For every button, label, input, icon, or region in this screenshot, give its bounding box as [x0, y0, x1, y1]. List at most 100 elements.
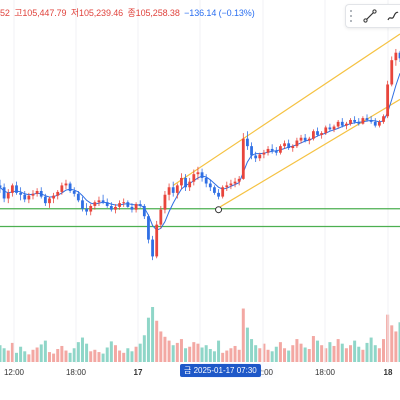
candle: [167, 183, 171, 201]
candle: [299, 134, 303, 144]
candle-body: [336, 121, 340, 127]
candle: [332, 124, 336, 133]
candle-body: [60, 185, 64, 192]
candle-body: [151, 239, 154, 257]
candle: [217, 189, 220, 200]
drawing-toolbar: [345, 4, 400, 28]
candle: [291, 144, 295, 152]
brush-icon[interactable]: [384, 7, 400, 25]
volume-bar: [254, 345, 258, 362]
volume-bar: [27, 354, 31, 362]
volume-bar: [291, 345, 295, 362]
volume-bar: [52, 353, 56, 362]
volume-bar: [179, 339, 183, 362]
candle-body: [114, 206, 117, 210]
candle-body: [353, 119, 357, 122]
trend-line-icon[interactable]: [362, 7, 379, 25]
candle: [114, 204, 117, 214]
volume-bar: [167, 340, 171, 362]
volume-bar: [2, 348, 6, 362]
candle-body: [64, 183, 68, 186]
candle-body: [349, 119, 352, 124]
candle-body: [105, 202, 109, 206]
candle-body: [398, 52, 400, 59]
candle: [134, 202, 138, 213]
candle-body: [27, 195, 31, 200]
candle: [266, 146, 270, 156]
candle: [208, 179, 212, 191]
volume-bar: [175, 342, 179, 362]
candle: [353, 116, 357, 124]
candle: [221, 185, 225, 199]
candle-body: [233, 181, 237, 184]
candle-body: [303, 137, 307, 141]
candle-body: [316, 131, 319, 135]
volume-bar: [14, 352, 18, 362]
volume-bar: [171, 345, 175, 362]
candle: [233, 177, 237, 188]
candle: [320, 131, 324, 139]
volume-bar: [283, 348, 287, 362]
volume-bar: [241, 308, 245, 362]
candle-body: [6, 192, 10, 199]
moving-average: [0, 73, 400, 231]
volume-bar: [105, 347, 109, 362]
candle-body: [213, 187, 216, 193]
candle-body: [126, 202, 130, 207]
candle: [76, 191, 80, 203]
candle-body: [241, 138, 245, 179]
volume-bar: [233, 345, 237, 362]
volume-bar: [85, 343, 89, 362]
candle-body: [274, 150, 278, 153]
volume-bar: [320, 345, 324, 362]
drag-handle-icon[interactable]: [350, 10, 356, 22]
candles: [0, 48, 400, 261]
candle: [118, 200, 121, 210]
candle-body: [134, 204, 138, 210]
candle: [274, 147, 278, 156]
candle: [192, 169, 196, 186]
volume-bar: [97, 352, 101, 362]
volume-bar: [262, 343, 266, 362]
anchor-markers: [215, 206, 223, 214]
candle: [101, 194, 105, 205]
candle: [52, 192, 56, 204]
volume-bar: [278, 342, 282, 362]
volume-bar: [155, 320, 159, 362]
candle-body: [221, 187, 225, 197]
candle: [0, 179, 2, 193]
candle-body: [76, 193, 80, 201]
candle: [155, 220, 159, 259]
volume-bar: [245, 327, 249, 362]
candle: [254, 151, 258, 163]
candle: [122, 198, 126, 207]
volume-bar: [122, 352, 126, 362]
candle: [93, 200, 97, 210]
candle: [279, 144, 282, 155]
candle: [246, 131, 249, 150]
volume-bar: [146, 317, 150, 362]
candle-body: [382, 116, 385, 122]
volume-bar: [64, 350, 68, 362]
candle: [369, 116, 373, 124]
candle-body: [52, 195, 56, 199]
volume-bar: [43, 340, 47, 362]
candle-body: [328, 127, 332, 130]
candle-body: [208, 183, 212, 188]
volume-bar: [344, 348, 348, 362]
candle: [316, 127, 319, 137]
volume-bar: [159, 331, 163, 362]
candle-body: [254, 155, 258, 159]
volume-bar: [72, 348, 76, 362]
volume-bar: [126, 348, 130, 362]
volume-bar: [357, 346, 361, 362]
candle-body: [180, 177, 183, 186]
ohlc-change: −136.14 (−0.13%): [184, 8, 255, 18]
candle: [241, 133, 245, 180]
candle-body: [109, 205, 113, 210]
candle: [349, 118, 352, 126]
volume-bar: [60, 345, 64, 362]
candle-body: [72, 191, 76, 194]
candle: [229, 179, 233, 190]
